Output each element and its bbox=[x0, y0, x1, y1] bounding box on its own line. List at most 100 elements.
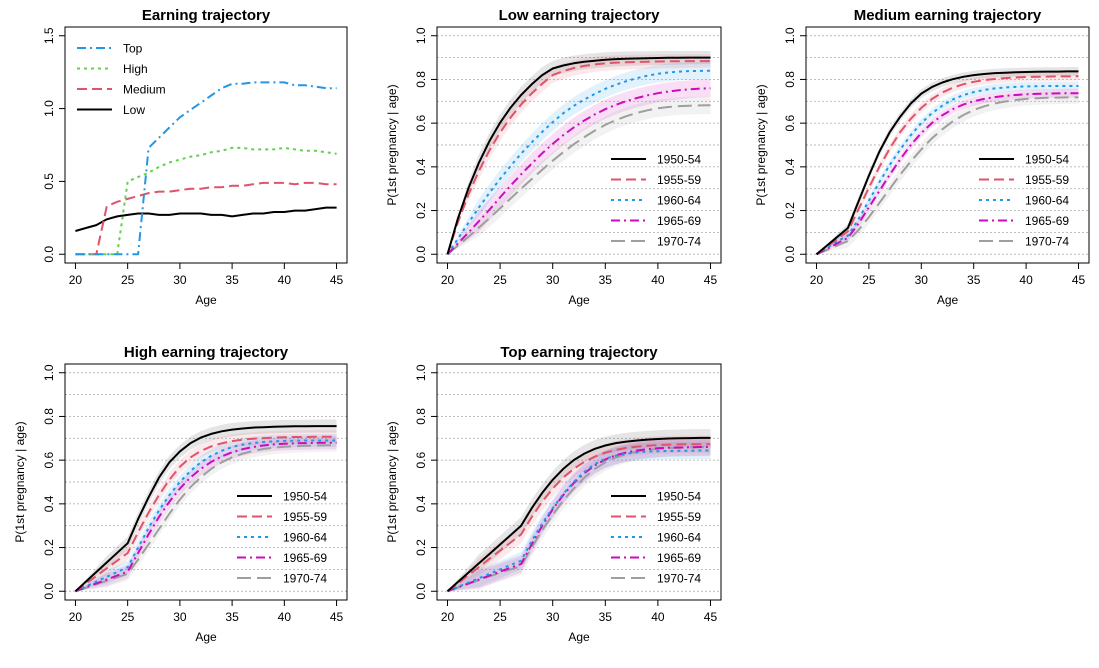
panel-title: Earning trajectory bbox=[142, 7, 271, 24]
y-axis-label: P(1st pregnancy | age) bbox=[385, 421, 399, 542]
y-tick-label: 0.4 bbox=[414, 158, 428, 175]
panel-title: High earning trajectory bbox=[124, 344, 289, 361]
x-tick-label: 30 bbox=[173, 610, 187, 624]
y-tick-label: 1.0 bbox=[42, 364, 56, 381]
legend: 1950-54 1955-59 1960-64 1965-69 1970-74 bbox=[611, 153, 701, 249]
series-line-1965-69 bbox=[447, 446, 711, 593]
y-tick-label: 0.8 bbox=[42, 408, 56, 425]
legend-label: Low bbox=[123, 103, 145, 117]
series-line-1950-54 bbox=[446, 436, 711, 593]
band-1965-69 bbox=[447, 79, 711, 255]
x-tick-label: 25 bbox=[121, 610, 135, 624]
series-line-Top bbox=[75, 81, 337, 256]
y-tick-label: 0.0 bbox=[42, 246, 56, 263]
legend-label: 1965-69 bbox=[657, 551, 701, 565]
band-1970-74 bbox=[447, 438, 711, 592]
series-line-1950-54 bbox=[446, 56, 711, 255]
legend: Top High Medium Low bbox=[77, 42, 166, 117]
x-tick-label: 45 bbox=[704, 273, 718, 287]
y-tick-label: 0.6 bbox=[783, 114, 797, 131]
y-tick-label: 0.2 bbox=[783, 202, 797, 219]
series-line-1965-69 bbox=[446, 87, 711, 255]
y-tick-label: 0.6 bbox=[414, 114, 428, 131]
x-tick-label: 20 bbox=[69, 610, 83, 624]
y-tick-label: 1.0 bbox=[414, 364, 428, 381]
x-axis-label: Age bbox=[937, 293, 959, 307]
panel-2: Low earning trajectory 20 25 30 35 40 45 0.0 0.2… bbox=[385, 7, 722, 307]
series-line-1960-64 bbox=[74, 439, 337, 593]
band-1950-54 bbox=[447, 429, 711, 592]
legend: 1950-54 1955-59 1960-64 1965-69 1970-74 bbox=[979, 153, 1069, 249]
series-line-1955-59 bbox=[74, 435, 337, 593]
x-tick-label: 25 bbox=[121, 273, 135, 287]
y-axis-label: P(1st pregnancy | age) bbox=[754, 84, 768, 205]
x-tick-label: 45 bbox=[330, 273, 344, 287]
panel-title: Medium earning trajectory bbox=[854, 7, 1042, 24]
legend-label: 1960-64 bbox=[657, 194, 701, 208]
panel-title: Top earning trajectory bbox=[500, 344, 658, 361]
series-line-1955-59 bbox=[815, 75, 1079, 256]
x-tick-label: 40 bbox=[278, 610, 292, 624]
legend-label: 1955-59 bbox=[657, 173, 701, 187]
legend-label: 1960-64 bbox=[1025, 194, 1069, 208]
series-line-1965-69 bbox=[816, 92, 1079, 256]
x-tick-label: 45 bbox=[704, 610, 718, 624]
x-tick-label: 30 bbox=[546, 610, 560, 624]
x-tick-label: 25 bbox=[862, 273, 876, 287]
band-1955-59 bbox=[75, 430, 337, 592]
y-tick-label: 0.6 bbox=[414, 451, 428, 468]
y-axis-label: P(1st pregnancy | age) bbox=[13, 421, 27, 542]
legend-label: Top bbox=[123, 42, 143, 56]
x-tick-label: 40 bbox=[1019, 273, 1033, 287]
y-tick-label: 0.4 bbox=[783, 158, 797, 175]
legend-label: 1970-74 bbox=[1025, 235, 1069, 249]
legend-label: 1950-54 bbox=[657, 490, 701, 504]
legend-label: 1955-59 bbox=[657, 510, 701, 524]
x-tick-label: 30 bbox=[173, 273, 187, 287]
band-1965-69 bbox=[75, 436, 337, 592]
series-line-1960-64 bbox=[815, 85, 1079, 256]
series-line-High bbox=[75, 146, 337, 256]
y-tick-label: 0.0 bbox=[414, 246, 428, 263]
series-line-1970-74 bbox=[75, 444, 337, 593]
x-axis-label: Age bbox=[568, 293, 590, 307]
x-tick-label: 40 bbox=[278, 273, 292, 287]
y-axis-label: P(1st pregnancy | age) bbox=[385, 84, 399, 205]
legend-label: 1960-64 bbox=[657, 531, 701, 545]
legend-label: High bbox=[123, 62, 148, 76]
x-tick-label: 35 bbox=[225, 610, 239, 624]
legend-label: 1965-69 bbox=[1025, 214, 1069, 228]
legend-label: 1970-74 bbox=[283, 572, 327, 586]
series-line-1950-54 bbox=[815, 70, 1079, 256]
x-tick-label: 30 bbox=[546, 273, 560, 287]
legend-label: 1950-54 bbox=[1025, 153, 1069, 167]
band-1970-74 bbox=[447, 96, 711, 255]
x-tick-label: 30 bbox=[915, 273, 929, 287]
series-line-1960-64 bbox=[446, 69, 711, 255]
y-tick-label: 0.0 bbox=[414, 583, 428, 600]
y-tick-label: 0.4 bbox=[42, 495, 56, 512]
legend-label: Medium bbox=[123, 83, 166, 97]
y-tick-label: 0.2 bbox=[414, 539, 428, 556]
series-line-1970-74 bbox=[816, 96, 1079, 256]
series-line-Medium bbox=[75, 181, 337, 256]
y-tick-label: 0.4 bbox=[414, 495, 428, 512]
series-line-1955-59 bbox=[446, 443, 711, 593]
band-1950-54 bbox=[447, 50, 711, 255]
y-tick-label: 0.5 bbox=[42, 173, 56, 190]
legend-label: 1970-74 bbox=[657, 572, 701, 586]
panel-3: Medium earning trajectory 20 25 30 35 40 45 0.0… bbox=[754, 7, 1090, 307]
legend-label: 1970-74 bbox=[657, 235, 701, 249]
legend: 1950-54 1955-59 1960-64 1965-69 1970-74 bbox=[611, 490, 701, 586]
x-tick-label: 35 bbox=[225, 273, 239, 287]
x-tick-label: 45 bbox=[330, 610, 344, 624]
band-1960-64 bbox=[75, 433, 337, 592]
x-tick-label: 20 bbox=[441, 610, 455, 624]
series-line-Low bbox=[75, 206, 337, 232]
legend-label: 1965-69 bbox=[283, 551, 327, 565]
legend-label: 1955-59 bbox=[1025, 173, 1069, 187]
band-1960-64 bbox=[816, 81, 1079, 255]
y-tick-label: 0.6 bbox=[42, 451, 56, 468]
x-tick-label: 20 bbox=[441, 273, 455, 287]
